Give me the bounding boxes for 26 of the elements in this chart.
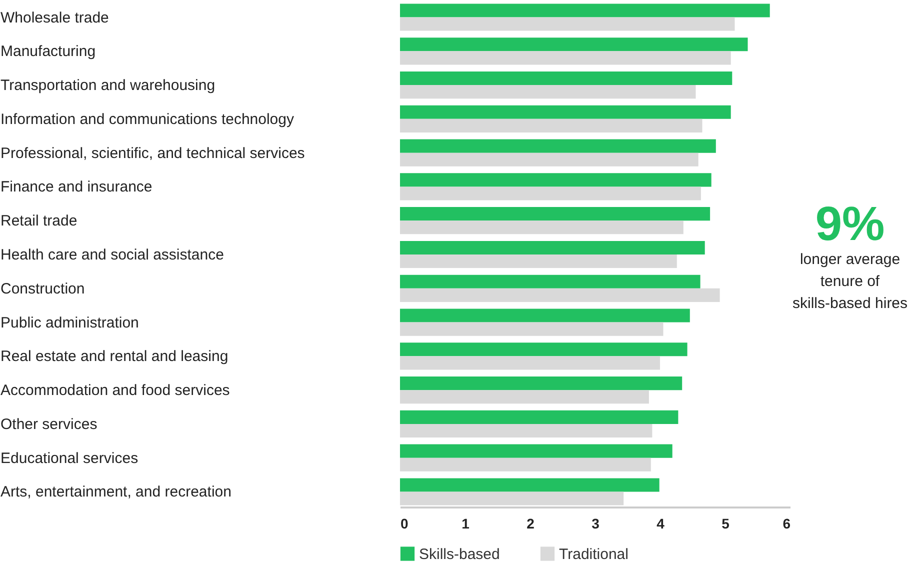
y-tick-label: Public administration xyxy=(0,314,139,332)
y-tick-label: Accommodation and food services xyxy=(0,382,230,400)
y-tick-label: Professional, scientific, and technical services xyxy=(0,144,305,162)
x-tick-label: 2 xyxy=(526,516,535,532)
x-tick-label: 3 xyxy=(592,516,600,532)
y-tick-label: Construction xyxy=(0,280,85,298)
y-tick-label: Finance and insurance xyxy=(0,178,152,196)
legend-label: Traditional xyxy=(559,546,628,563)
x-tick-label: 4 xyxy=(656,516,665,532)
y-tick-label: Arts, entertainment, and recreation xyxy=(0,484,232,501)
y-tick-label: Educational services xyxy=(0,450,138,467)
text: longer average tenure of skills-based hires xyxy=(792,251,908,312)
text: 9% xyxy=(815,198,885,251)
y-tick-label: Other services xyxy=(0,416,98,433)
y-tick-label: Wholesale trade xyxy=(0,9,109,26)
x-tick-label: 1 xyxy=(462,516,470,532)
y-tick-label: Transportation and warehousing xyxy=(0,77,216,94)
y-tick-label: Health care and social assistance xyxy=(0,246,224,264)
y-tick-label: Manufacturing xyxy=(0,43,96,60)
x-tick-label: 6 xyxy=(782,516,791,532)
x-tick-label: 5 xyxy=(722,516,730,532)
y-tick-label: Information and communications technology xyxy=(0,110,294,128)
y-tick-label: Real estate and rental and leasing xyxy=(0,348,228,366)
y-tick-label: Retail trade xyxy=(0,212,78,230)
legend-label: Skills-based xyxy=(419,546,500,563)
x-tick-label: 0 xyxy=(400,516,408,532)
